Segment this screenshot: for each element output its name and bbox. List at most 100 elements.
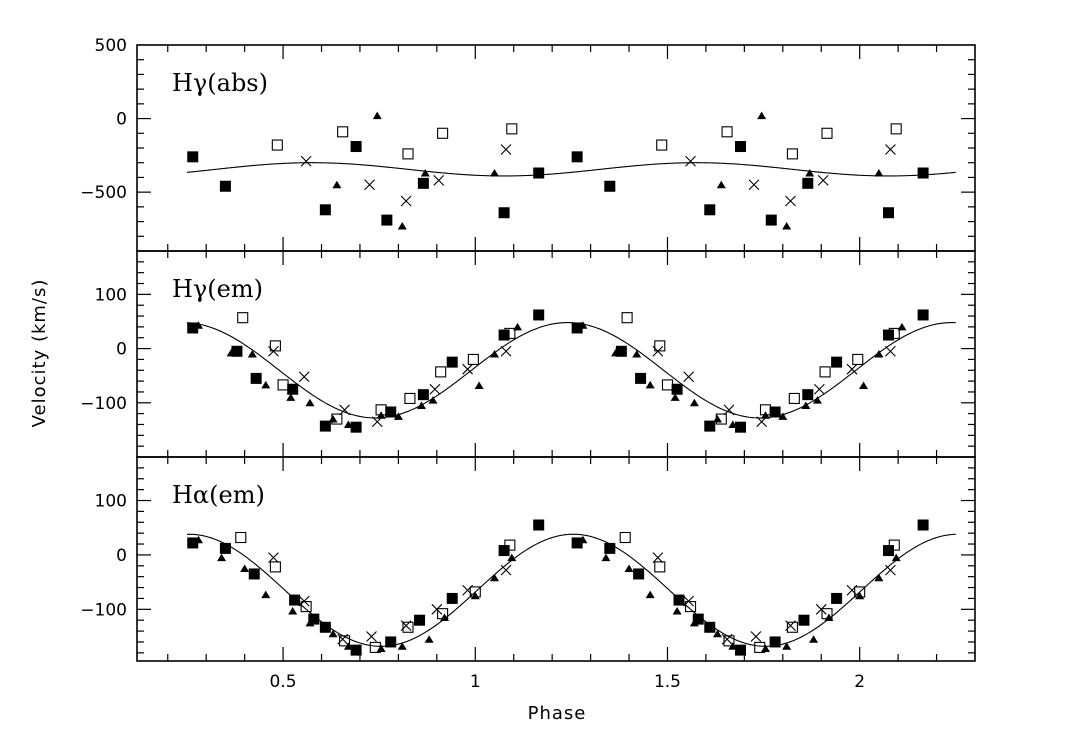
filled-square-point (604, 180, 616, 192)
cross-point (750, 631, 762, 642)
filled-triangle-point (645, 380, 655, 389)
filled-square-point (769, 636, 781, 648)
x-tick-label: 0.5 (270, 672, 297, 692)
filled-square-point (417, 177, 429, 189)
open-square-point (654, 340, 666, 352)
filled-square-point (187, 151, 199, 163)
filled-square-point (671, 383, 683, 395)
filled-square-point (704, 420, 716, 432)
filled-square-point (883, 545, 895, 557)
filled-triangle-point (805, 169, 815, 177)
filled-triangle-point (672, 606, 682, 615)
filled-triangle-point (247, 350, 257, 358)
filled-square-point (883, 207, 895, 219)
panel-0: 500 0 −500 Hγ(abs) (80, 36, 976, 252)
open-square-point (402, 621, 414, 633)
cross-point (400, 620, 412, 632)
filled-triangle-point (376, 411, 386, 419)
filled-square-point (231, 345, 243, 357)
open-square-point (339, 635, 351, 647)
cross-point (431, 603, 443, 615)
filled-square-point (414, 614, 426, 626)
filled-square-point (187, 322, 199, 334)
cross-point (366, 631, 377, 642)
fit-curve (186, 533, 956, 647)
cross-point (268, 345, 279, 357)
filled-square-point (831, 592, 843, 604)
panel-label: Hγ(abs) (172, 69, 268, 97)
filled-triangle-point (332, 180, 342, 189)
filled-triangle-point (891, 553, 901, 562)
filled-square-point (802, 177, 814, 189)
filled-square-point (417, 389, 429, 401)
open-square-point (621, 312, 633, 324)
cross-point (371, 416, 383, 428)
x-axis-label: Phase (528, 703, 587, 724)
filled-square-point (187, 537, 199, 549)
open-square-point (723, 635, 735, 647)
cross-point (429, 383, 441, 395)
cross-point (756, 416, 768, 428)
filled-triangle-point (897, 322, 907, 331)
filled-triangle-point (428, 396, 438, 404)
cross-point (462, 363, 473, 375)
filled-triangle-point (728, 642, 738, 650)
filled-square-point (289, 594, 301, 606)
filled-triangle-point (670, 393, 680, 401)
filled-triangle-point (611, 348, 621, 357)
open-square-point (888, 539, 900, 551)
filled-triangle-point (328, 629, 338, 638)
filled-square-point (498, 329, 510, 341)
y-tick-label: 500 (95, 36, 127, 56)
filled-square-point (250, 372, 262, 384)
cross-point (298, 371, 310, 383)
filled-triangle-point (578, 535, 588, 544)
open-square-point (786, 621, 798, 633)
filled-square-point (704, 204, 716, 216)
filled-square-point (917, 309, 929, 321)
filled-triangle-point (305, 618, 315, 627)
filled-square-point (917, 167, 929, 179)
filled-triangle-point (782, 642, 792, 650)
cross-point (846, 584, 858, 596)
open-square-point (237, 312, 249, 324)
cross-point (885, 345, 896, 357)
filled-triangle-point (328, 415, 338, 423)
cross-point (268, 552, 279, 564)
open-square-point (504, 539, 516, 551)
filled-square-point (571, 322, 583, 334)
filled-triangle-point (645, 590, 655, 599)
filled-square-point (319, 204, 331, 216)
open-square-point (890, 123, 902, 135)
filled-square-point (498, 207, 510, 219)
cross-point (885, 144, 896, 155)
filled-triangle-point (343, 642, 353, 650)
filled-square-point (917, 519, 929, 531)
filled-triangle-point (217, 553, 227, 562)
filled-triangle-point (194, 535, 204, 544)
open-square-point (786, 148, 798, 160)
cross-point (500, 345, 512, 357)
filled-square-point (571, 151, 583, 163)
filled-square-point (571, 537, 583, 549)
cross-point (748, 179, 760, 191)
filled-square-point (883, 329, 895, 341)
filled-square-point (704, 621, 716, 633)
cross-point (339, 404, 350, 416)
open-square-point (435, 366, 447, 378)
filled-square-point (381, 214, 393, 226)
open-square-point (619, 531, 631, 544)
filled-square-point (350, 141, 362, 153)
filled-triangle-point (712, 415, 722, 423)
filled-triangle-point (761, 644, 770, 652)
open-square-point (235, 531, 247, 544)
open-square-point (821, 127, 833, 139)
y-tick-label: −100 (80, 394, 127, 414)
cross-point (337, 633, 349, 645)
filled-square-point (533, 167, 545, 179)
y-tick-label: 100 (95, 492, 127, 512)
filled-triangle-point (824, 613, 834, 621)
filled-triangle-point (489, 350, 499, 358)
filled-triangle-point (489, 169, 499, 177)
filled-square-point (635, 372, 647, 384)
